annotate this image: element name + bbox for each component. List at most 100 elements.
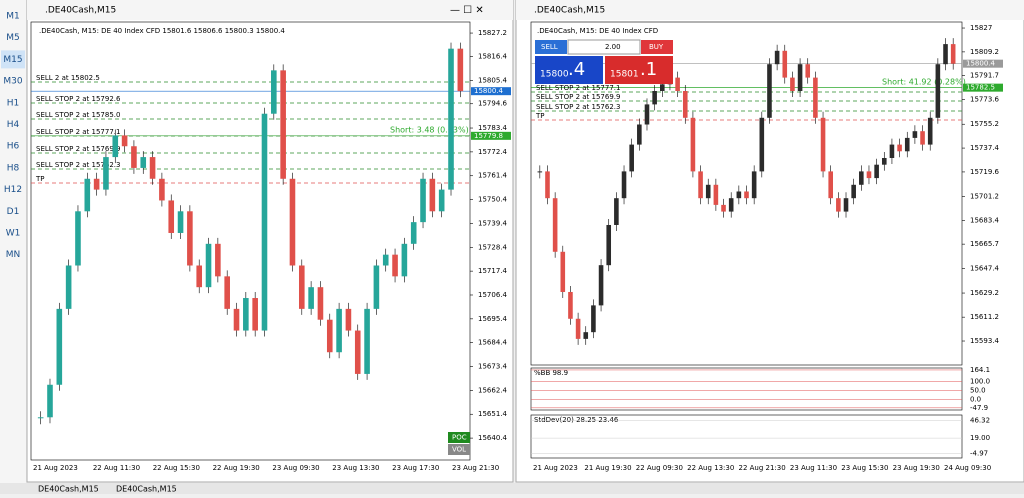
volume-box[interactable]	[567, 39, 641, 55]
buy-button[interactable]	[641, 40, 673, 54]
position-label: Short: 41.92 (0.28%)	[882, 78, 966, 87]
window-controls[interactable]: — ☐ ✕	[450, 5, 484, 16]
y-tick-label: 15805.4	[478, 76, 507, 84]
candle	[75, 211, 81, 266]
y-tick-label: 15593.4	[970, 337, 999, 345]
chart-tab[interactable]: DE40Cash,M15	[38, 485, 99, 494]
price-tag	[963, 59, 1003, 68]
indicator-button[interactable]	[448, 432, 470, 443]
price-tag	[471, 87, 511, 96]
order-label[interactable]: TP	[535, 112, 545, 120]
candle	[881, 157, 887, 165]
candle	[317, 287, 324, 320]
timeframe-button[interactable]: H8	[7, 163, 20, 173]
candle	[545, 171, 550, 199]
bid-box[interactable]	[535, 56, 603, 84]
y-tick-label: 15701.2	[970, 193, 999, 201]
chart-tab[interactable]: DE40Cash,M15	[116, 485, 177, 494]
order-label[interactable]: SELL 2 at 15802.5	[36, 74, 100, 82]
candle	[583, 332, 589, 339]
candle	[675, 77, 680, 92]
x-tick-label: 22 Aug 21:30	[739, 464, 786, 472]
buy-text[interactable]: BUY	[649, 43, 664, 51]
x-tick-label: 21 Aug 19:30	[584, 464, 631, 472]
candle	[698, 171, 703, 199]
candle	[606, 224, 612, 266]
candle	[187, 211, 193, 266]
order-label[interactable]: SELL STOP 2 at 15777.1	[36, 128, 120, 136]
candle	[751, 171, 757, 199]
order-label[interactable]: SELL STOP 2 at 15769.9	[536, 93, 620, 101]
subwindow-tick-label: 0.0	[970, 395, 981, 403]
candle	[897, 144, 902, 152]
price-tag-label: 15800.4	[474, 87, 503, 95]
y-tick-label: 15695.4	[478, 315, 507, 323]
subwindow-tick-label: -47.9	[970, 404, 988, 412]
timeframe-button[interactable]: W1	[6, 229, 21, 239]
timeframe-button[interactable]: M30	[3, 77, 22, 87]
order-label[interactable]: SELL STOP 2 at 15785.0	[36, 111, 120, 119]
timeframe-button[interactable]: M5	[6, 33, 20, 43]
indicator-button-label[interactable]: POC	[452, 434, 467, 442]
candle	[140, 157, 147, 168]
candle	[224, 276, 230, 309]
timeframe-button[interactable]: D1	[7, 207, 20, 217]
x-tick-label: 22 Aug 19:30	[213, 464, 260, 472]
volume-text[interactable]: 2.00	[605, 43, 621, 51]
chart-header: .DE40Cash, M15: DE 40 Index CFD 15801.6 …	[39, 27, 285, 35]
sell-text[interactable]: SELL	[541, 43, 558, 51]
sell-button[interactable]	[535, 40, 567, 54]
order-label[interactable]: SELL STOP 2 at 15762.3	[36, 161, 120, 169]
candle	[721, 204, 726, 212]
y-tick-label: 15728.4	[478, 243, 507, 251]
candle	[836, 198, 841, 212]
timeframe-button[interactable]: M1	[6, 12, 20, 22]
order-label[interactable]: SELL STOP 2 at 15762.3	[536, 103, 620, 111]
timeframe-button[interactable]: H12	[4, 185, 22, 195]
candle	[874, 164, 879, 179]
y-tick-label: 15629.2	[970, 289, 999, 297]
price-tag	[963, 83, 1003, 92]
candle	[364, 308, 370, 374]
bid-small: .4	[568, 59, 585, 80]
candle	[159, 178, 165, 201]
ask-box[interactable]	[605, 56, 673, 84]
y-tick-label: 15827	[970, 24, 992, 32]
title-bar	[27, 0, 513, 20]
indicator-button[interactable]	[448, 444, 470, 455]
x-tick-label: 23 Aug 11:30	[790, 464, 837, 472]
candle	[215, 243, 221, 277]
order-label[interactable]: SELL STOP 2 at 15769.9	[36, 145, 120, 153]
candle	[121, 135, 128, 147]
timeframe-button[interactable]: H6	[7, 142, 20, 152]
candle	[797, 64, 803, 92]
candle	[457, 48, 464, 92]
candle	[438, 189, 445, 212]
subwindow	[530, 414, 963, 459]
timeframe-button[interactable]: H4	[7, 120, 20, 130]
y-tick-label: 15739.4	[478, 219, 507, 227]
order-label[interactable]: SELL STOP 2 at 15792.6	[36, 95, 121, 103]
price-tag-label: 15800.4	[966, 60, 995, 68]
order-label[interactable]: SELL STOP 2 at 15777.1	[536, 84, 620, 92]
order-label[interactable]: TP	[35, 175, 45, 183]
candle	[591, 305, 596, 333]
candle	[65, 265, 72, 309]
candle	[568, 291, 573, 319]
y-tick-label: 15783.4	[478, 124, 507, 132]
indicator-button-label[interactable]: VOL	[452, 446, 466, 454]
candle	[935, 64, 941, 118]
timeframe-button[interactable]: H1	[7, 98, 20, 108]
candle	[652, 91, 657, 105]
candle	[289, 178, 296, 266]
y-tick-label: 15750.4	[478, 196, 507, 204]
x-tick-label: 23 Aug 15:30	[841, 464, 888, 472]
candle	[336, 308, 342, 353]
x-tick-label: 23 Aug 09:30	[272, 464, 319, 472]
subwindow-tick-label: 100.0	[970, 377, 990, 385]
candle	[298, 265, 305, 309]
timeframe-button[interactable]: M15	[3, 55, 22, 65]
timeframe-button[interactable]: MN	[6, 250, 21, 260]
subwindow-tick-label: 46.32	[970, 417, 990, 425]
candle	[637, 124, 642, 145]
